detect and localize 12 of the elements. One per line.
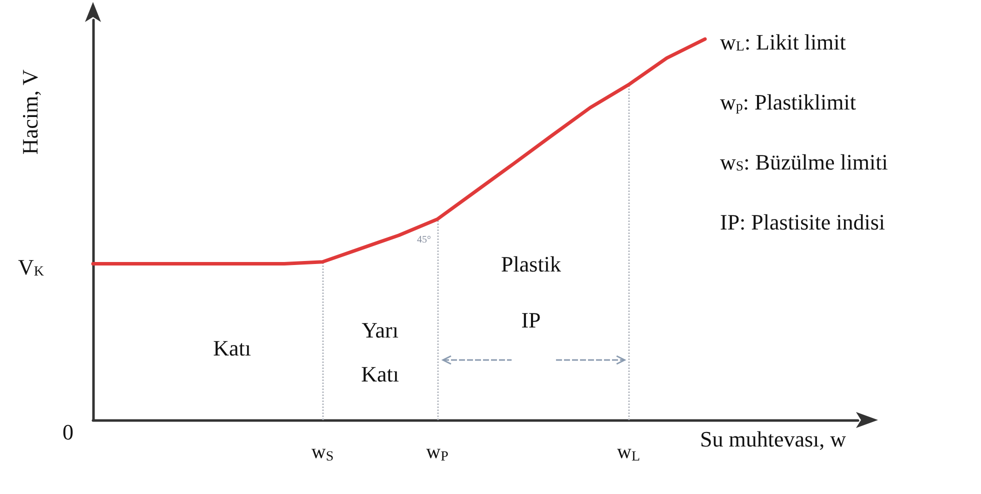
text: Plastik IP (501, 252, 561, 332)
annotation: wL: Likit limit (720, 30, 846, 54)
x-axis-title: Su muhtevası, w (700, 426, 846, 452)
y-axis-title: Hacim, V (18, 69, 42, 155)
annotation: wp: Plastiklimit (720, 90, 856, 114)
annotation: wS: Büzülme limiti (720, 150, 888, 174)
annotation: Katı (213, 336, 251, 360)
text: VK (18, 254, 44, 280)
text: 0 (62, 420, 74, 444)
annotation: IP: Plastisite indisi (720, 210, 886, 234)
annotation: Yarı Katı (361, 318, 399, 386)
annotation: 45° (417, 234, 431, 246)
